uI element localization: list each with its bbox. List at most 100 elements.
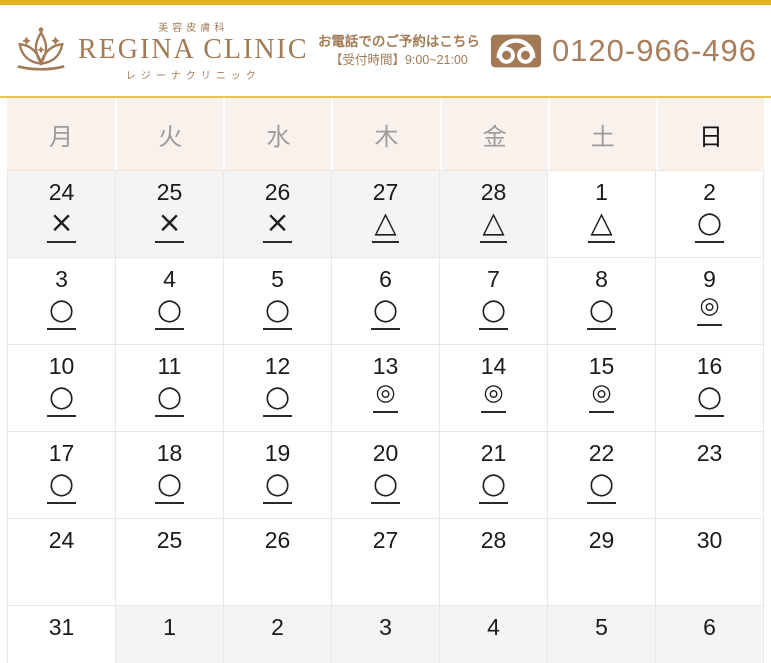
- clinic-name: REGINA CLINIC: [78, 33, 309, 65]
- gold-divider-line: [0, 96, 771, 98]
- date-number: 12: [264, 353, 291, 379]
- availability-link[interactable]: ○: [154, 468, 185, 504]
- date-number: 26: [264, 179, 291, 205]
- availability-link[interactable]: ○: [586, 468, 617, 504]
- availability-link[interactable]: ×: [155, 207, 184, 243]
- availability-link[interactable]: ○: [262, 468, 293, 504]
- clinic-logo[interactable]: 美容皮膚科 REGINA CLINIC レジーナクリニック: [12, 19, 309, 82]
- availability-link[interactable]: ○: [370, 468, 401, 504]
- calendar-days-grid: 24 × 25 × 26 × 27 △ 28 △ 1 △ 2 ○ 3 ○ 4 ○ 5 ○ 6 ○ 7 ○ 8 ○ 9 ◎ 10 ○ 11 ○ 1…: [7, 170, 764, 663]
- availability-link[interactable]: △: [372, 207, 399, 243]
- date-number: 4: [487, 614, 500, 640]
- weekday-cell-0: 月: [7, 98, 116, 170]
- date-number: 2: [703, 179, 716, 205]
- site-header: 美容皮膚科 REGINA CLINIC レジーナクリニック お電話でのご予約はこ…: [0, 5, 771, 96]
- availability-link[interactable]: △: [480, 207, 507, 243]
- calendar-day-cell: 24: [8, 519, 116, 606]
- date-number: 29: [588, 527, 615, 553]
- calendar-day-cell: 19 ○: [224, 432, 332, 519]
- calendar-day-cell: 11 ○: [116, 345, 224, 432]
- date-number: 25: [156, 179, 183, 205]
- calendar-day-cell: 4 ○: [116, 258, 224, 345]
- date-number: 11: [157, 353, 182, 379]
- clinic-logo-text: 美容皮膚科 REGINA CLINIC レジーナクリニック: [78, 19, 309, 82]
- availability-link[interactable]: ×: [263, 207, 292, 243]
- date-number: 16: [696, 353, 723, 379]
- date-number: 5: [595, 614, 608, 640]
- calendar-day-cell: 25 ×: [116, 171, 224, 258]
- availability-link[interactable]: ◎: [697, 294, 722, 326]
- availability-link[interactable]: ○: [154, 381, 185, 417]
- date-number: 28: [480, 527, 507, 553]
- availability-link[interactable]: ○: [46, 381, 77, 417]
- calendar-day-cell: 22 ○: [548, 432, 656, 519]
- calendar-day-cell: 18 ○: [116, 432, 224, 519]
- freedial-phone-icon: [490, 34, 541, 67]
- date-number: 26: [264, 527, 291, 553]
- calendar-day-cell: 5: [548, 606, 656, 663]
- availability-link[interactable]: ◎: [373, 381, 398, 413]
- calendar-day-cell: 27: [332, 519, 440, 606]
- calendar-day-cell: 25: [116, 519, 224, 606]
- phone-label: お電話でのご予約はこちら: [317, 33, 480, 49]
- date-number: 2: [271, 614, 284, 640]
- calendar-day-cell: 29: [548, 519, 656, 606]
- calendar-day-cell: 9 ◎: [656, 258, 764, 345]
- availability-link[interactable]: ○: [586, 294, 617, 330]
- calendar-day-cell: 28: [440, 519, 548, 606]
- calendar-day-cell: 16 ○: [656, 345, 764, 432]
- date-number: 25: [156, 527, 183, 553]
- date-number: 30: [696, 527, 723, 553]
- availability-link[interactable]: ○: [694, 207, 725, 243]
- phone-number-link[interactable]: 0120-966-496: [551, 32, 757, 68]
- availability-link[interactable]: ×: [47, 207, 76, 243]
- weekday-cell-5: 土: [547, 98, 656, 170]
- calendar-day-cell: 28 △: [440, 171, 548, 258]
- calendar-day-cell: 14 ◎: [440, 345, 548, 432]
- availability-link[interactable]: ◎: [589, 381, 614, 413]
- availability-link[interactable]: △: [588, 207, 615, 243]
- calendar-day-cell: 1: [116, 606, 224, 663]
- calendar-day-cell: 21 ○: [440, 432, 548, 519]
- calendar-day-cell: 10 ○: [8, 345, 116, 432]
- date-number: 10: [48, 353, 75, 379]
- date-number: 3: [55, 266, 68, 292]
- availability-link[interactable]: ○: [694, 381, 725, 417]
- availability-link[interactable]: ○: [370, 294, 401, 330]
- date-number: 14: [480, 353, 507, 379]
- weekday-cell-2: 水: [223, 98, 332, 170]
- availability-link[interactable]: ○: [478, 294, 509, 330]
- date-number: 13: [372, 353, 399, 379]
- calendar-day-cell: 2: [224, 606, 332, 663]
- availability-link[interactable]: ○: [46, 468, 77, 504]
- clinic-subtitle: 美容皮膚科: [158, 22, 229, 34]
- date-number: 7: [487, 266, 500, 292]
- date-number: 21: [480, 440, 507, 466]
- calendar-day-cell: 7 ○: [440, 258, 548, 345]
- availability-link[interactable]: ○: [262, 381, 293, 417]
- availability-link[interactable]: ○: [46, 294, 77, 330]
- date-number: 6: [703, 614, 716, 640]
- date-number: 1: [595, 179, 608, 205]
- calendar-day-cell: 12 ○: [224, 345, 332, 432]
- date-number: 18: [156, 440, 183, 466]
- calendar-day-cell: 2 ○: [656, 171, 764, 258]
- date-number: 28: [480, 179, 507, 205]
- date-number: 20: [372, 440, 399, 466]
- availability-link[interactable]: ◎: [481, 381, 506, 413]
- calendar-day-cell: 8 ○: [548, 258, 656, 345]
- calendar-day-cell: 6: [656, 606, 764, 663]
- date-number: 27: [372, 179, 399, 205]
- reservation-calendar: 月火水木金土日 24 × 25 × 26 × 27 △ 28 △ 1 △ 2 ○ 3 ○ 4 ○ 5 ○ 6 ○ 7 ○ 8 ○ 9…: [7, 98, 764, 663]
- calendar-day-cell: 3 ○: [8, 258, 116, 345]
- top-accent-bar: [0, 0, 771, 5]
- date-number: 23: [696, 440, 723, 466]
- calendar-day-cell: 26 ×: [224, 171, 332, 258]
- clinic-name-kana: レジーナクリニック: [125, 71, 261, 83]
- availability-link[interactable]: ○: [154, 294, 185, 330]
- calendar-day-cell: 4: [440, 606, 548, 663]
- availability-link[interactable]: ○: [478, 468, 509, 504]
- calendar-day-cell: 27 △: [332, 171, 440, 258]
- availability-link[interactable]: ○: [262, 294, 293, 330]
- calendar-day-cell: 24 ×: [8, 171, 116, 258]
